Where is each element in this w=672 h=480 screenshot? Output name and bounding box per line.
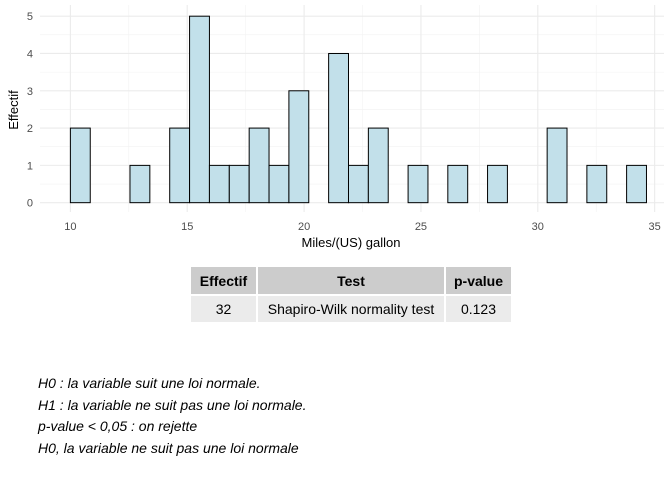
histogram-bar [69, 127, 91, 204]
histogram-bar [586, 164, 608, 204]
normality-test-table: Effectif Test p-value 32 Shapiro-Wilk no… [191, 267, 511, 322]
histogram-bar [228, 164, 250, 204]
histogram-bar [248, 127, 270, 204]
y-tick-label: 3 [27, 86, 33, 98]
histogram-chart: 0 1 2 3 4 5 10 15 20 25 30 35 Miles/(US) gallon Ef… [6, 5, 664, 250]
x-tick-label: 35 [649, 221, 661, 233]
histogram-bar [268, 164, 290, 204]
cell-p-value: 0.123 [445, 294, 511, 322]
cell-test: Shapiro-Wilk normality test [257, 294, 446, 322]
hypothesis-notes: H0 : la variable suit une loi normale. H… [38, 373, 306, 459]
histogram-bars [69, 15, 647, 204]
note-conclusion: H0, la variable ne suit pas une loi norm… [38, 439, 299, 456]
y-tick-label: 5 [27, 11, 33, 23]
x-tick-label: 20 [298, 221, 310, 233]
y-tick-label: 0 [27, 198, 33, 210]
histogram-bar [546, 127, 568, 204]
histogram-bar [189, 15, 210, 204]
cell-effectif: 32 [191, 294, 258, 322]
histogram-bar [447, 164, 469, 204]
histogram-bar [487, 164, 508, 204]
y-tick-label: 2 [27, 123, 33, 135]
histogram-bar [328, 52, 349, 204]
x-tick-label: 25 [415, 221, 427, 233]
y-axis-title: Effectif [6, 90, 21, 130]
x-tick-label: 30 [532, 221, 544, 233]
histogram-bar [169, 127, 191, 204]
x-axis-title: Miles/(US) gallon [302, 235, 401, 250]
header-test: Test [257, 267, 446, 295]
histogram-bar [626, 164, 647, 204]
histogram-bar [347, 164, 369, 204]
histogram-bar [407, 164, 429, 204]
note-h1: H1 : la variable ne suit pas une loi nor… [38, 396, 307, 413]
histogram-bar [288, 90, 310, 204]
note-h0: H0 : la variable suit une loi normale. [38, 375, 261, 391]
header-p-value: p-value [445, 267, 511, 295]
y-tick-label: 1 [27, 160, 33, 172]
table-row: 32 Shapiro-Wilk normality test 0.123 [191, 294, 511, 322]
header-effectif: Effectif [191, 267, 258, 295]
note-p-value: p-value < 0,05 : on rejette [38, 418, 198, 434]
y-axis-ticks: 0 1 2 3 4 5 [27, 11, 33, 209]
y-tick-label: 4 [27, 48, 33, 60]
x-tick-label: 15 [181, 221, 193, 233]
x-tick-label: 10 [64, 221, 76, 233]
table-header-row: Effectif Test p-value [191, 267, 511, 295]
histogram-bar [208, 164, 230, 204]
histogram-bar [367, 127, 389, 204]
histogram-bar [129, 164, 151, 204]
x-axis-ticks: 10 15 20 25 30 35 [64, 221, 661, 233]
